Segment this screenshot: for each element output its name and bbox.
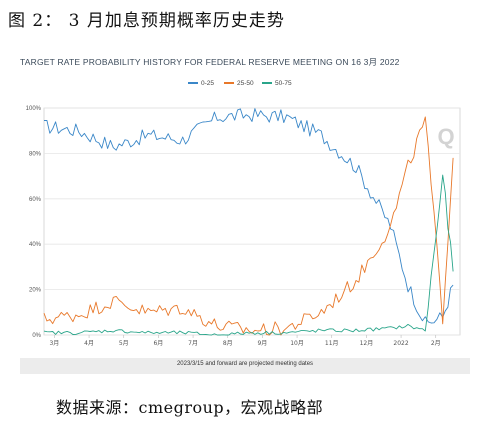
x-tick-label: 4月 <box>84 340 94 347</box>
legend-item-25-50[interactable]: 25-50 <box>224 80 254 87</box>
x-tick-label: 11月 <box>325 340 339 347</box>
legend-label: 25-50 <box>237 80 254 87</box>
x-tick-label: 2022 <box>393 340 408 347</box>
chart-panel: TARGET RATE PROBABILITY HISTORY FOR FEDE… <box>8 50 472 376</box>
x-tick-label: 12月 <box>360 340 374 347</box>
chart-title: TARGET RATE PROBABILITY HISTORY FOR FEDE… <box>20 57 400 67</box>
legend-item-0-25[interactable]: 0-25 <box>188 80 214 87</box>
y-tick-label: 60% <box>29 197 42 203</box>
legend-swatch <box>188 82 198 85</box>
x-tick-label: 10月 <box>290 340 304 347</box>
legend-label: 50-75 <box>275 80 292 87</box>
legend-swatch <box>262 82 272 85</box>
legend-swatch <box>224 82 234 85</box>
y-tick-label: 100% <box>26 106 42 112</box>
chart-legend: 0-25 25-50 50-75 <box>8 80 472 92</box>
figure-caption: 图 2： 3 月加息预期概率历史走势 <box>8 11 285 31</box>
data-source: 数据来源：cmegroup，宏观战略部 <box>56 398 324 417</box>
line-chart: 0% 20% 40% 60% 80% 100% 3月 4月 5月 6月 7月 8月 9月 10月 11月 12… <box>26 106 461 347</box>
x-tick-label: 8月 <box>223 340 233 347</box>
series-line-0-25 <box>43 108 454 324</box>
y-tick-label: 40% <box>29 242 42 248</box>
x-tick-label: 2月 <box>431 340 441 347</box>
x-tick-label: 7月 <box>188 340 198 347</box>
legend-label: 0-25 <box>201 80 215 87</box>
y-tick-label: 0% <box>32 333 41 339</box>
x-tick-label: 5月 <box>119 340 129 347</box>
series-line-25-50 <box>43 116 454 336</box>
x-tick-label: 9月 <box>257 340 267 347</box>
y-tick-label: 20% <box>29 288 42 294</box>
y-tick-label: 80% <box>29 151 42 157</box>
projection-footnote: 2023/3/15 and forward are projected meet… <box>176 361 314 367</box>
projection-footnote-bar: 2023/3/15 and forward are projected meet… <box>20 358 470 374</box>
x-tick-label: 3月 <box>49 340 59 347</box>
series-line-50-75 <box>43 174 454 336</box>
watermark-q: Q <box>437 124 454 149</box>
x-tick-label: 6月 <box>153 340 163 347</box>
legend-item-50-75[interactable]: 50-75 <box>262 80 292 87</box>
